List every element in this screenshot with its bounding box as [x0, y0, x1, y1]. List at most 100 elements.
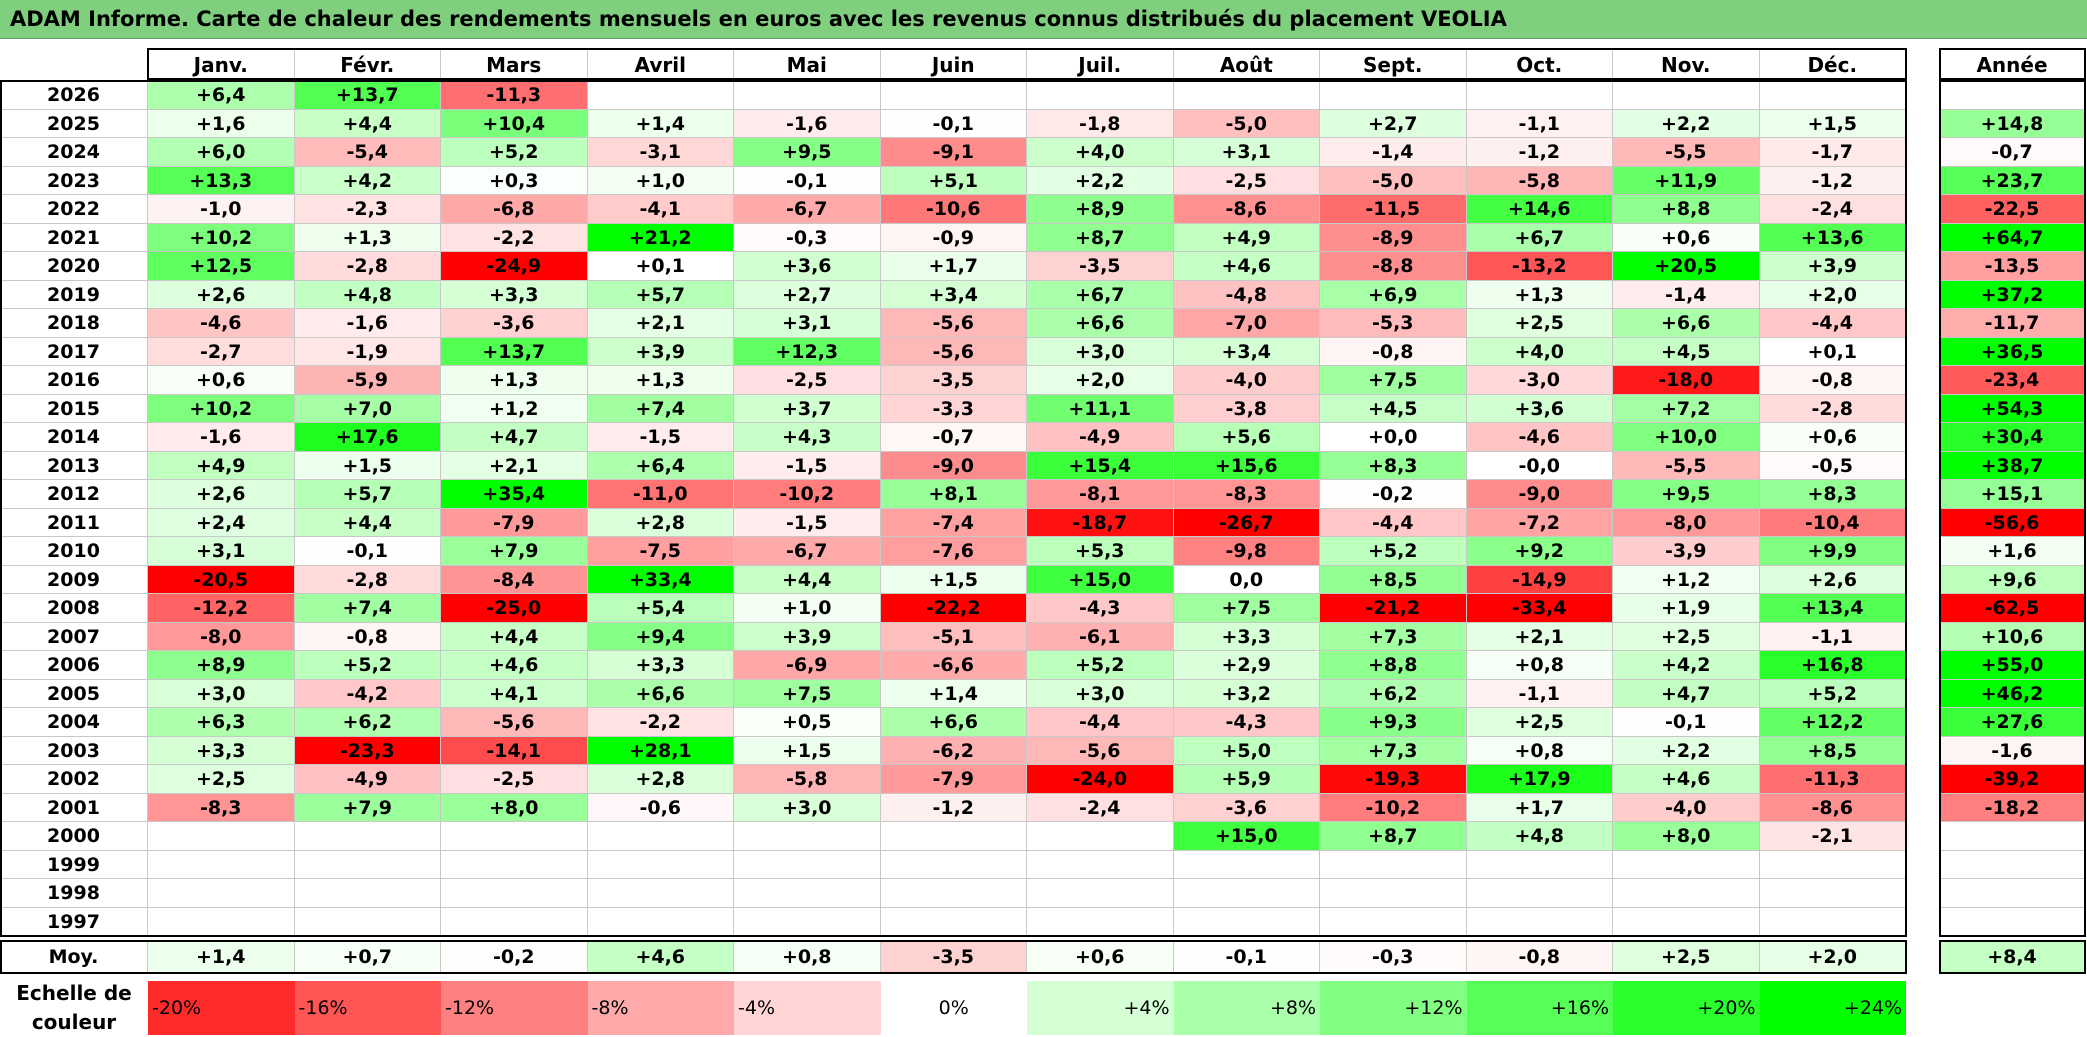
- heat-cell: +0,6: [1759, 423, 1906, 452]
- year-label: 2009: [0, 565, 148, 594]
- heat-cell: [1027, 907, 1174, 936]
- heat-cell: -10,6: [880, 195, 1027, 224]
- annual-cell: -11,7: [1940, 309, 2085, 338]
- heat-cell: -4,4: [1320, 508, 1467, 537]
- year-label: 2007: [0, 622, 148, 651]
- heat-cell: [148, 850, 295, 879]
- heat-cell: [1027, 850, 1174, 879]
- color-scale-cell: 0%: [880, 981, 1027, 1035]
- heat-cell: +2,6: [1759, 565, 1906, 594]
- heat-cell: +2,5: [1466, 309, 1613, 338]
- heat-cell: -8,0: [148, 622, 295, 651]
- heat-cell: -2,8: [294, 565, 441, 594]
- heat-cell: -5,0: [1320, 166, 1467, 195]
- heat-cell: [734, 879, 881, 908]
- heat-cell: [1759, 81, 1906, 110]
- heat-cell: +9,5: [734, 138, 881, 167]
- heat-cell: +2,0: [1759, 280, 1906, 309]
- heat-cell: +5,4: [587, 594, 734, 623]
- month-header: Oct.: [1466, 50, 1613, 80]
- heat-cell: +8,9: [1027, 195, 1174, 224]
- year-label: 2008: [0, 594, 148, 623]
- heat-cell: +35,4: [441, 480, 588, 509]
- heat-cell: +7,5: [1173, 594, 1320, 623]
- year-label: 2017: [0, 337, 148, 366]
- heat-cell: +7,4: [587, 394, 734, 423]
- heat-cell: +3,1: [148, 537, 295, 566]
- year-label: 2006: [0, 651, 148, 680]
- heat-cell: [1027, 822, 1174, 851]
- heat-cell: +6,9: [1320, 280, 1467, 309]
- heat-cell: +5,9: [1173, 765, 1320, 794]
- heat-cell: +33,4: [587, 565, 734, 594]
- heat-cell: -9,0: [880, 451, 1027, 480]
- heat-cell: +0,6: [1613, 223, 1760, 252]
- heat-cell: -7,9: [441, 508, 588, 537]
- heat-cell: +5,3: [1027, 537, 1174, 566]
- heat-cell: +15,6: [1173, 451, 1320, 480]
- year-label: 2000: [0, 822, 148, 851]
- heat-cell: -2,5: [734, 366, 881, 395]
- heat-cell: +2,6: [148, 480, 295, 509]
- heat-cell: [1173, 81, 1320, 110]
- heat-cell: -5,8: [734, 765, 881, 794]
- heat-cell: -4,8: [1173, 280, 1320, 309]
- year-label: 2005: [0, 679, 148, 708]
- heat-cell: +4,7: [1613, 679, 1760, 708]
- heat-cell: -12,2: [148, 594, 295, 623]
- heat-cell: -3,5: [1027, 252, 1174, 281]
- annual-cell: -18,2: [1940, 793, 2085, 822]
- heat-cell: +10,4: [441, 109, 588, 138]
- heat-cell: -3,8: [1173, 394, 1320, 423]
- heat-cell: [1466, 907, 1613, 936]
- annual-cell: +30,4: [1940, 423, 2085, 452]
- heat-cell: +10,2: [148, 394, 295, 423]
- average-cell: +1,4: [148, 941, 295, 973]
- heat-cell: +5,0: [1173, 736, 1320, 765]
- heat-cell: [734, 822, 881, 851]
- heat-cell: [441, 850, 588, 879]
- heat-cell: +2,2: [1613, 736, 1760, 765]
- heat-cell: +13,3: [148, 166, 295, 195]
- year-label: 2025: [0, 109, 148, 138]
- heat-cell: +1,5: [294, 451, 441, 480]
- average-cell: +0,6: [1027, 941, 1174, 973]
- heat-cell: +12,5: [148, 252, 295, 281]
- heat-cell: +6,4: [148, 81, 295, 110]
- heat-cell: -21,2: [1320, 594, 1467, 623]
- heat-cell: +0,8: [1466, 651, 1613, 680]
- month-header: Juil.: [1027, 50, 1174, 80]
- heat-cell: +6,6: [880, 708, 1027, 737]
- average-annual-cell: +8,4: [1940, 941, 2085, 973]
- heat-cell: -3,6: [1173, 793, 1320, 822]
- heat-cell: [1027, 879, 1174, 908]
- heat-cell: +1,5: [734, 736, 881, 765]
- heat-cell: +3,0: [148, 679, 295, 708]
- heat-cell: +3,0: [1027, 679, 1174, 708]
- average-cell: -0,2: [441, 941, 588, 973]
- heat-cell: +3,6: [1466, 394, 1613, 423]
- color-scale-cell: +24%: [1759, 981, 1906, 1035]
- heat-cell: +6,4: [587, 451, 734, 480]
- heat-cell: +3,4: [1173, 337, 1320, 366]
- heat-cell: -1,9: [294, 337, 441, 366]
- heat-cell: -6,1: [1027, 622, 1174, 651]
- annual-cell: +38,7: [1940, 451, 2085, 480]
- heat-cell: +5,7: [587, 280, 734, 309]
- heat-cell: +2,5: [148, 765, 295, 794]
- heat-cell: +8,7: [1027, 223, 1174, 252]
- heat-cell: +4,4: [734, 565, 881, 594]
- heat-cell: -4,6: [1466, 423, 1613, 452]
- annual-cell: +10,6: [1940, 622, 2085, 651]
- annual-cell: +27,6: [1940, 708, 2085, 737]
- heat-cell: +4,5: [1320, 394, 1467, 423]
- heat-cell: +5,2: [294, 651, 441, 680]
- heat-cell: +15,4: [1027, 451, 1174, 480]
- heat-cell: +3,6: [734, 252, 881, 281]
- heat-cell: +4,5: [1613, 337, 1760, 366]
- color-scale-cell: -20%: [148, 981, 295, 1035]
- heat-cell: -4,4: [1759, 309, 1906, 338]
- heat-cell: +0,5: [734, 708, 881, 737]
- heat-cell: -5,1: [880, 622, 1027, 651]
- heat-cell: +4,4: [294, 508, 441, 537]
